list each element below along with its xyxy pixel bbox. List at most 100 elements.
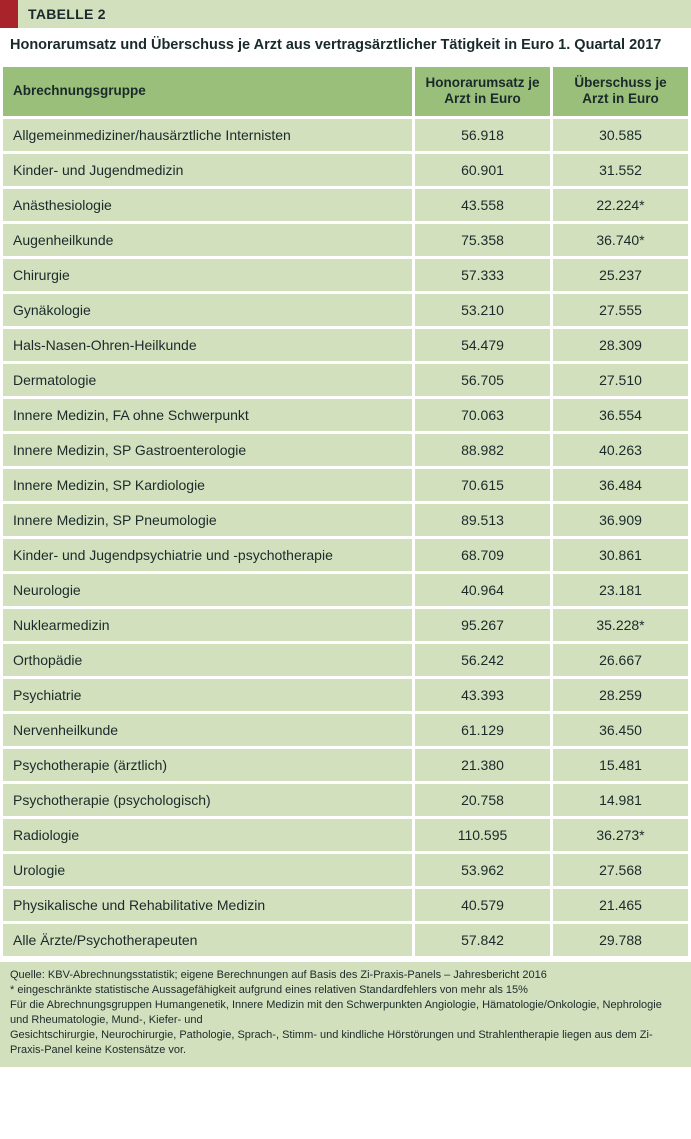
table-row: Neurologie40.96423.181 xyxy=(3,574,688,606)
cell-surplus: 27.555 xyxy=(553,294,688,326)
table-row: Nuklearmedizin95.26735.228* xyxy=(3,609,688,641)
table-row: Radiologie110.59536.273* xyxy=(3,819,688,851)
cell-revenue: 57.333 xyxy=(415,259,550,291)
table-row: Chirurgie57.33325.237 xyxy=(3,259,688,291)
cell-surplus: 28.309 xyxy=(553,329,688,361)
cell-surplus: 40.263 xyxy=(553,434,688,466)
table-body: Allgemeinmediziner/hausärztliche Interni… xyxy=(3,119,688,956)
cell-group: Urologie xyxy=(3,854,412,886)
col-header-revenue: Honorarumsatz je Arzt in Euro xyxy=(415,67,550,117)
table-label: TABELLE 2 xyxy=(18,0,691,28)
cell-revenue: 21.380 xyxy=(415,749,550,781)
cell-surplus: 31.552 xyxy=(553,154,688,186)
cell-surplus: 30.861 xyxy=(553,539,688,571)
cell-revenue: 43.558 xyxy=(415,189,550,221)
table-title: Honorarumsatz und Überschuss je Arzt aus… xyxy=(0,28,691,64)
cell-group: Kinder- und Jugendmedizin xyxy=(3,154,412,186)
cell-group: Psychotherapie (psychologisch) xyxy=(3,784,412,816)
cell-surplus: 26.667 xyxy=(553,644,688,676)
cell-surplus: 22.224* xyxy=(553,189,688,221)
cell-surplus: 27.568 xyxy=(553,854,688,886)
cell-group: Innere Medizin, SP Kardiologie xyxy=(3,469,412,501)
cell-group: Allgemeinmediziner/hausärztliche Interni… xyxy=(3,119,412,151)
cell-group: Psychotherapie (ärztlich) xyxy=(3,749,412,781)
cell-revenue: 110.595 xyxy=(415,819,550,851)
col-header-surplus: Überschuss je Arzt in Euro xyxy=(553,67,688,117)
cell-group: Neurologie xyxy=(3,574,412,606)
table-footer: Quelle: KBV-Abrechnungsstatistik; eigene… xyxy=(0,962,691,1067)
cell-surplus: 36.740* xyxy=(553,224,688,256)
cell-revenue: 53.210 xyxy=(415,294,550,326)
accent-block xyxy=(0,0,18,28)
cell-surplus: 23.181 xyxy=(553,574,688,606)
cell-revenue: 57.842 xyxy=(415,924,550,956)
cell-group: Nervenheilkunde xyxy=(3,714,412,746)
cell-revenue: 40.964 xyxy=(415,574,550,606)
data-table: Abrechnungsgruppe Honorarumsatz je Arzt … xyxy=(0,64,691,960)
cell-surplus: 36.450 xyxy=(553,714,688,746)
cell-group: Orthopädie xyxy=(3,644,412,676)
table-row: Innere Medizin, FA ohne Schwerpunkt70.06… xyxy=(3,399,688,431)
cell-revenue: 70.063 xyxy=(415,399,550,431)
cell-surplus: 28.259 xyxy=(553,679,688,711)
cell-revenue: 43.393 xyxy=(415,679,550,711)
cell-group: Hals-Nasen-Ohren-Heilkunde xyxy=(3,329,412,361)
table-row: Innere Medizin, SP Kardiologie70.61536.4… xyxy=(3,469,688,501)
cell-surplus: 36.273* xyxy=(553,819,688,851)
table-row: Orthopädie56.24226.667 xyxy=(3,644,688,676)
cell-revenue: 56.242 xyxy=(415,644,550,676)
table-row: Hals-Nasen-Ohren-Heilkunde54.47928.309 xyxy=(3,329,688,361)
cell-revenue: 88.982 xyxy=(415,434,550,466)
cell-revenue: 56.918 xyxy=(415,119,550,151)
col-header-group: Abrechnungsgruppe xyxy=(3,67,412,117)
cell-group: Anästhesiologie xyxy=(3,189,412,221)
cell-group: Innere Medizin, SP Gastroenterologie xyxy=(3,434,412,466)
cell-surplus: 14.981 xyxy=(553,784,688,816)
cell-group: Innere Medizin, FA ohne Schwerpunkt xyxy=(3,399,412,431)
table-container: TABELLE 2 Honorarumsatz und Überschuss j… xyxy=(0,0,691,1067)
cell-surplus: 36.554 xyxy=(553,399,688,431)
header-row: Abrechnungsgruppe Honorarumsatz je Arzt … xyxy=(3,67,688,117)
table-row: Kinder- und Jugendpsychiatrie und -psych… xyxy=(3,539,688,571)
cell-surplus: 29.788 xyxy=(553,924,688,956)
cell-group: Radiologie xyxy=(3,819,412,851)
cell-revenue: 70.615 xyxy=(415,469,550,501)
cell-surplus: 35.228* xyxy=(553,609,688,641)
cell-revenue: 68.709 xyxy=(415,539,550,571)
cell-revenue: 61.129 xyxy=(415,714,550,746)
cell-revenue: 60.901 xyxy=(415,154,550,186)
cell-surplus: 15.481 xyxy=(553,749,688,781)
cell-surplus: 30.585 xyxy=(553,119,688,151)
cell-revenue: 40.579 xyxy=(415,889,550,921)
title-bar: TABELLE 2 xyxy=(0,0,691,28)
cell-group: Augenheilkunde xyxy=(3,224,412,256)
table-row: Psychotherapie (psychologisch)20.75814.9… xyxy=(3,784,688,816)
cell-group: Alle Ärzte/Psychotherapeuten xyxy=(3,924,412,956)
cell-revenue: 53.962 xyxy=(415,854,550,886)
cell-revenue: 56.705 xyxy=(415,364,550,396)
cell-group: Gynäkologie xyxy=(3,294,412,326)
table-row: Urologie53.96227.568 xyxy=(3,854,688,886)
table-row: Allgemeinmediziner/hausärztliche Interni… xyxy=(3,119,688,151)
cell-revenue: 89.513 xyxy=(415,504,550,536)
table-row: Psychotherapie (ärztlich)21.38015.481 xyxy=(3,749,688,781)
table-row: Physikalische und Rehabilitative Medizin… xyxy=(3,889,688,921)
table-row: Anästhesiologie43.55822.224* xyxy=(3,189,688,221)
cell-group: Dermatologie xyxy=(3,364,412,396)
cell-revenue: 95.267 xyxy=(415,609,550,641)
table-row: Nervenheilkunde61.12936.450 xyxy=(3,714,688,746)
cell-group: Innere Medizin, SP Pneumologie xyxy=(3,504,412,536)
cell-group: Physikalische und Rehabilitative Medizin xyxy=(3,889,412,921)
cell-group: Nuklearmedizin xyxy=(3,609,412,641)
cell-surplus: 36.484 xyxy=(553,469,688,501)
cell-surplus: 21.465 xyxy=(553,889,688,921)
cell-surplus: 36.909 xyxy=(553,504,688,536)
table-row: Psychiatrie43.39328.259 xyxy=(3,679,688,711)
cell-surplus: 25.237 xyxy=(553,259,688,291)
table-row: Dermatologie56.70527.510 xyxy=(3,364,688,396)
table-row: Alle Ärzte/Psychotherapeuten57.84229.788 xyxy=(3,924,688,956)
cell-group: Psychiatrie xyxy=(3,679,412,711)
table-row: Kinder- und Jugendmedizin60.90131.552 xyxy=(3,154,688,186)
cell-surplus: 27.510 xyxy=(553,364,688,396)
cell-group: Chirurgie xyxy=(3,259,412,291)
